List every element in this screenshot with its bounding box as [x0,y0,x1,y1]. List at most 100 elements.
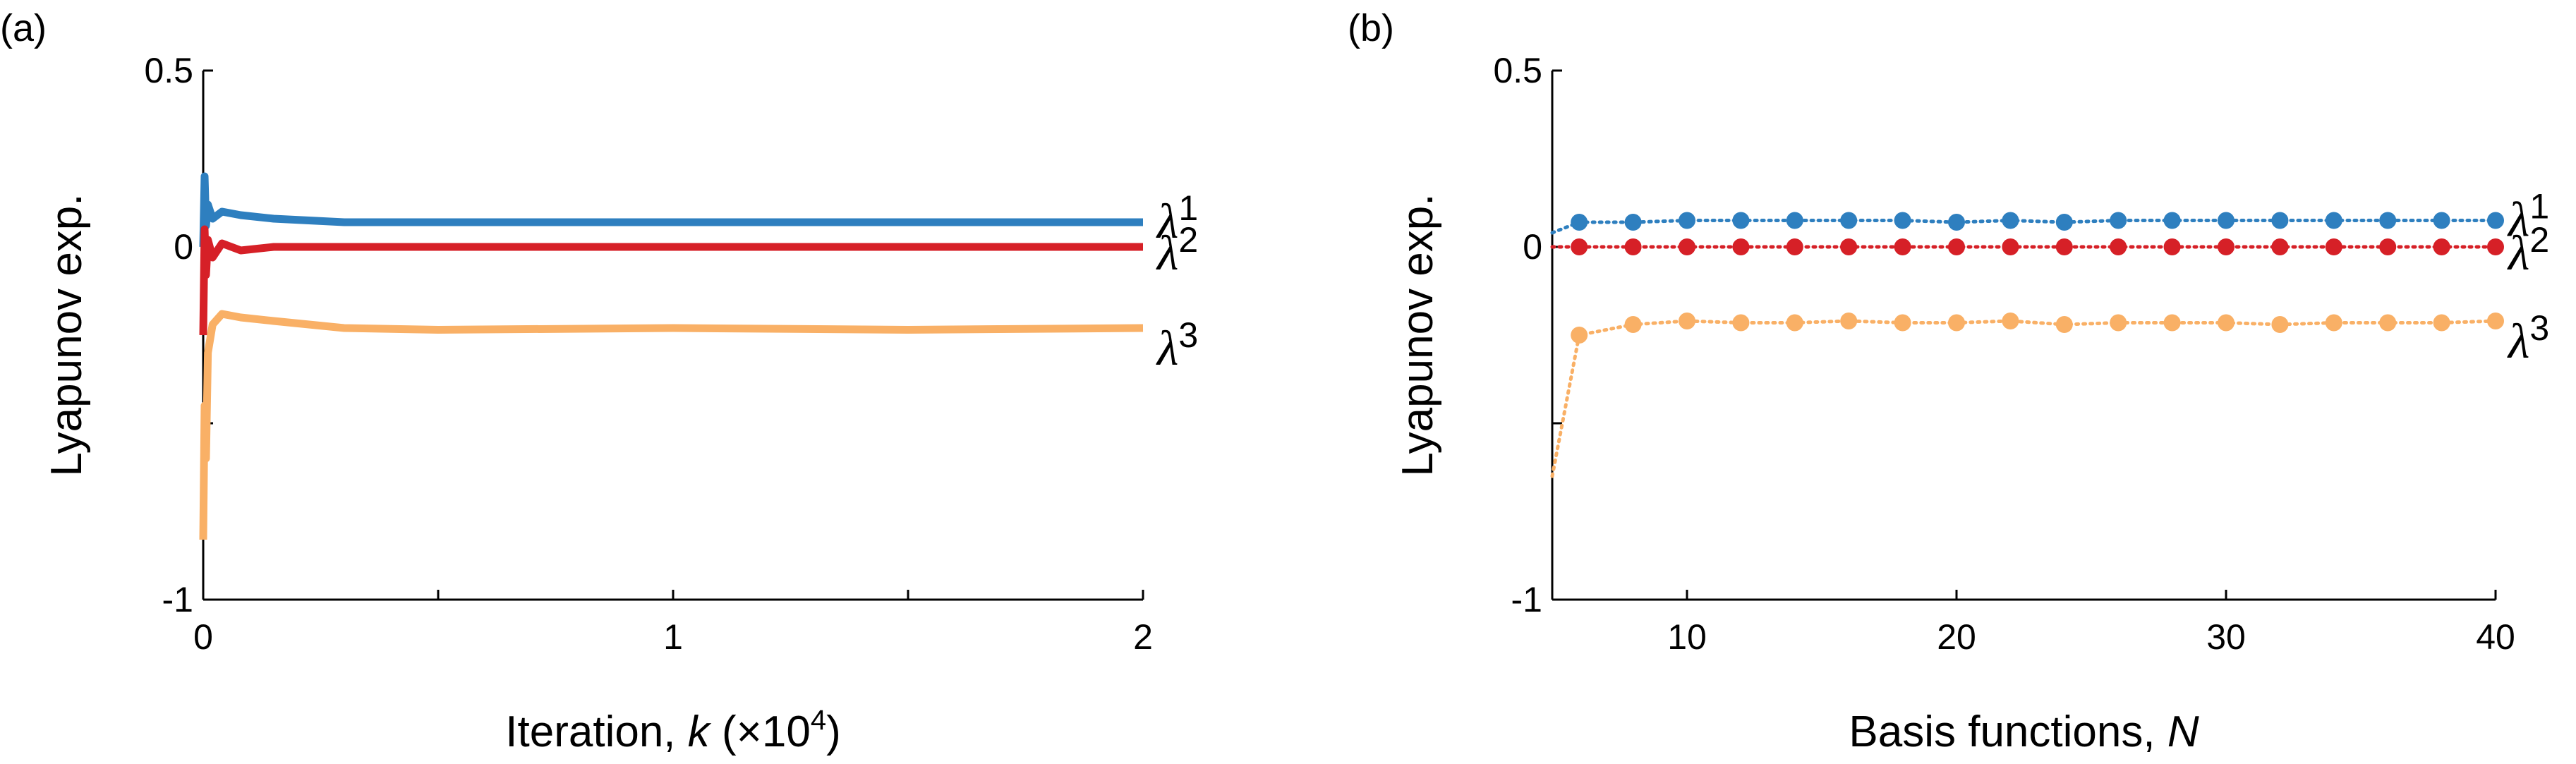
panel-label: (b) [1348,7,1394,49]
series-label-1: λ1 [2507,187,2549,248]
series-label-symbol: λ [1156,226,1178,281]
y-axis-label: Lyapunov exp. [1393,193,1442,476]
data-point [2487,238,2504,255]
data-point [2325,238,2342,255]
data-point [1571,214,1588,231]
data-point [2163,212,2181,229]
series-label-subscript: 3 [1178,315,1198,355]
data-point [1894,212,1911,229]
x-tick-label: 40 [2476,617,2515,657]
data-point [1786,212,1803,229]
data-point [1679,212,1695,229]
data-point [1840,238,1858,255]
data-point [2379,314,2397,332]
series-label-3: λ3 [1156,315,1198,376]
series-label-1: λ1 [1156,188,1198,249]
x-tick-label: 30 [2206,617,2246,657]
data-point [2433,238,2450,255]
data-point [1571,327,1588,344]
series-label-subscript: 1 [2529,187,2549,226]
data-point [1840,212,1858,229]
series-λ1: λ1 [1550,187,2549,248]
data-point [2325,212,2342,229]
x-label-prefix: Basis functions, [1849,708,2167,756]
series-line [199,310,1144,540]
data-point [1894,238,1911,255]
data-point [2163,314,2181,332]
series-label-subscript: 2 [2529,220,2549,260]
series-label-3: λ3 [2507,308,2549,369]
series-λ3: λ3 [199,310,1198,540]
data-point [1786,238,1803,255]
data-point [2002,238,2019,255]
data-point [2433,212,2450,229]
data-point [2271,212,2289,229]
data-point [1948,238,1965,255]
series-λ1: λ1 [199,172,1198,249]
data-point [1732,238,1750,255]
x-label-suffix: (×10 [710,708,811,756]
series-label-2: λ2 [2507,220,2549,281]
data-point [2379,212,2397,229]
y-axis-label: Lyapunov exp. [42,193,91,476]
y-tick-label: -1 [162,580,193,619]
series-label-2: λ2 [1156,220,1198,281]
data-point [1732,212,1750,229]
x-axis-label: Basis functions, N [1849,708,2199,756]
data-point [2218,212,2235,229]
series-λ3: λ3 [1550,308,2549,478]
data-point [2271,316,2289,333]
chart-panel-b: (b) 0.5 0 -1 10 20 30 40 Lyapunov exp. Basis func… [1348,7,2549,756]
data-point [2218,314,2235,332]
data-point [1948,214,1965,231]
y-tick-label: 0 [174,227,193,267]
data-point [1948,314,1965,332]
data-point [2487,313,2504,329]
series-label-symbol: λ [1156,195,1178,249]
data-point [2002,212,2019,229]
series-label-subscript: 3 [2529,308,2549,348]
data-point [1624,214,1642,231]
series-λ2: λ2 [1550,220,2549,281]
x-tick-label: 0 [193,617,213,657]
y-tick-label: -1 [1511,580,1542,619]
data-point [1786,314,1803,332]
x-label-prefix: Iteration, [505,708,687,756]
panel-label: (a) [0,7,47,49]
x-tick-label: 10 [1667,617,1707,657]
data-point [2055,316,2073,333]
data-point [2325,314,2342,332]
x-label-close: ) [826,708,841,756]
series-label-symbol: λ [1156,322,1178,376]
y-tick-label: 0.5 [1493,51,1542,90]
x-axis-label: Iteration, k (×104) [505,705,840,756]
data-point [2055,238,2073,255]
x-tick-label: 1 [663,617,683,657]
data-point [1679,313,1695,329]
x-label-exponent: 4 [811,705,826,736]
y-tick-label: 0 [1523,227,1542,267]
data-point [2110,314,2127,332]
data-point [2055,214,2073,231]
data-point [1624,238,1642,255]
data-point [2110,212,2127,229]
data-point [2002,313,2019,329]
x-label-var: k [688,708,712,756]
series-line [199,225,1143,336]
x-tick-label: 2 [1133,617,1153,657]
data-point [1624,316,1642,333]
data-point [1840,313,1858,329]
data-point [2433,314,2450,332]
series-λ2: λ2 [199,220,1198,336]
data-point [2110,238,2127,255]
data-point [2271,238,2289,255]
data-point [1732,314,1750,332]
data-point [2379,238,2397,255]
series-line [199,172,1143,248]
y-tick-label: 0.5 [144,51,193,90]
series-label-symbol: λ [2507,315,2529,369]
series-label-subscript: 1 [1178,188,1198,228]
series-line [1550,319,2498,478]
series-label-subscript: 2 [1178,220,1198,260]
